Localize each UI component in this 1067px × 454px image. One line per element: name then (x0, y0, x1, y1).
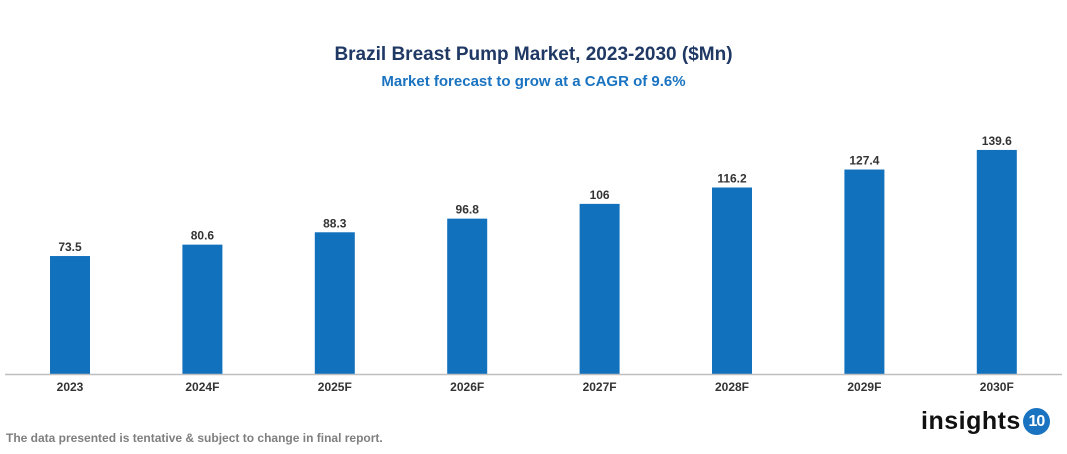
data-label: 80.6 (191, 229, 215, 243)
bar-2030F (976, 149, 1017, 374)
chart-title: Brazil Breast Pump Market, 2023-2030 ($M… (334, 44, 733, 65)
x-tick-label: 2023 (57, 380, 84, 394)
x-tick-label: 2024F (185, 380, 219, 394)
bar-2028F (712, 187, 752, 374)
bar-2026F (447, 218, 488, 374)
data-label: 106 (590, 188, 610, 202)
data-label: 96.8 (456, 203, 480, 217)
data-label: 139.6 (982, 134, 1012, 148)
bar-2024F (182, 244, 223, 374)
logo-text: insights (921, 407, 1021, 435)
footnote: The data presented is tentative & subjec… (6, 431, 383, 445)
data-label: 88.3 (323, 216, 347, 230)
x-tick-label: 2030F (980, 380, 1014, 394)
x-tick-label: 2028F (715, 380, 749, 394)
x-tick-label: 2025F (318, 380, 352, 394)
data-label: 73.5 (58, 240, 82, 254)
chart-subtitle: Market forecast to grow at a CAGR of 9.6… (381, 73, 686, 90)
bar-2023 (50, 256, 90, 374)
bar-2025F (314, 232, 355, 374)
x-tick-label: 2029F (847, 380, 881, 394)
data-label: 116.2 (717, 171, 747, 185)
x-tick-label: 2026F (450, 380, 484, 394)
bar-2027F (579, 203, 620, 374)
x-tick-label: 2027F (583, 380, 617, 394)
logo-badge: 10 (1022, 408, 1050, 435)
insights10-logo: insights 10 (921, 407, 1050, 436)
bar-2029F (844, 169, 885, 374)
data-label: 127.4 (849, 154, 879, 168)
